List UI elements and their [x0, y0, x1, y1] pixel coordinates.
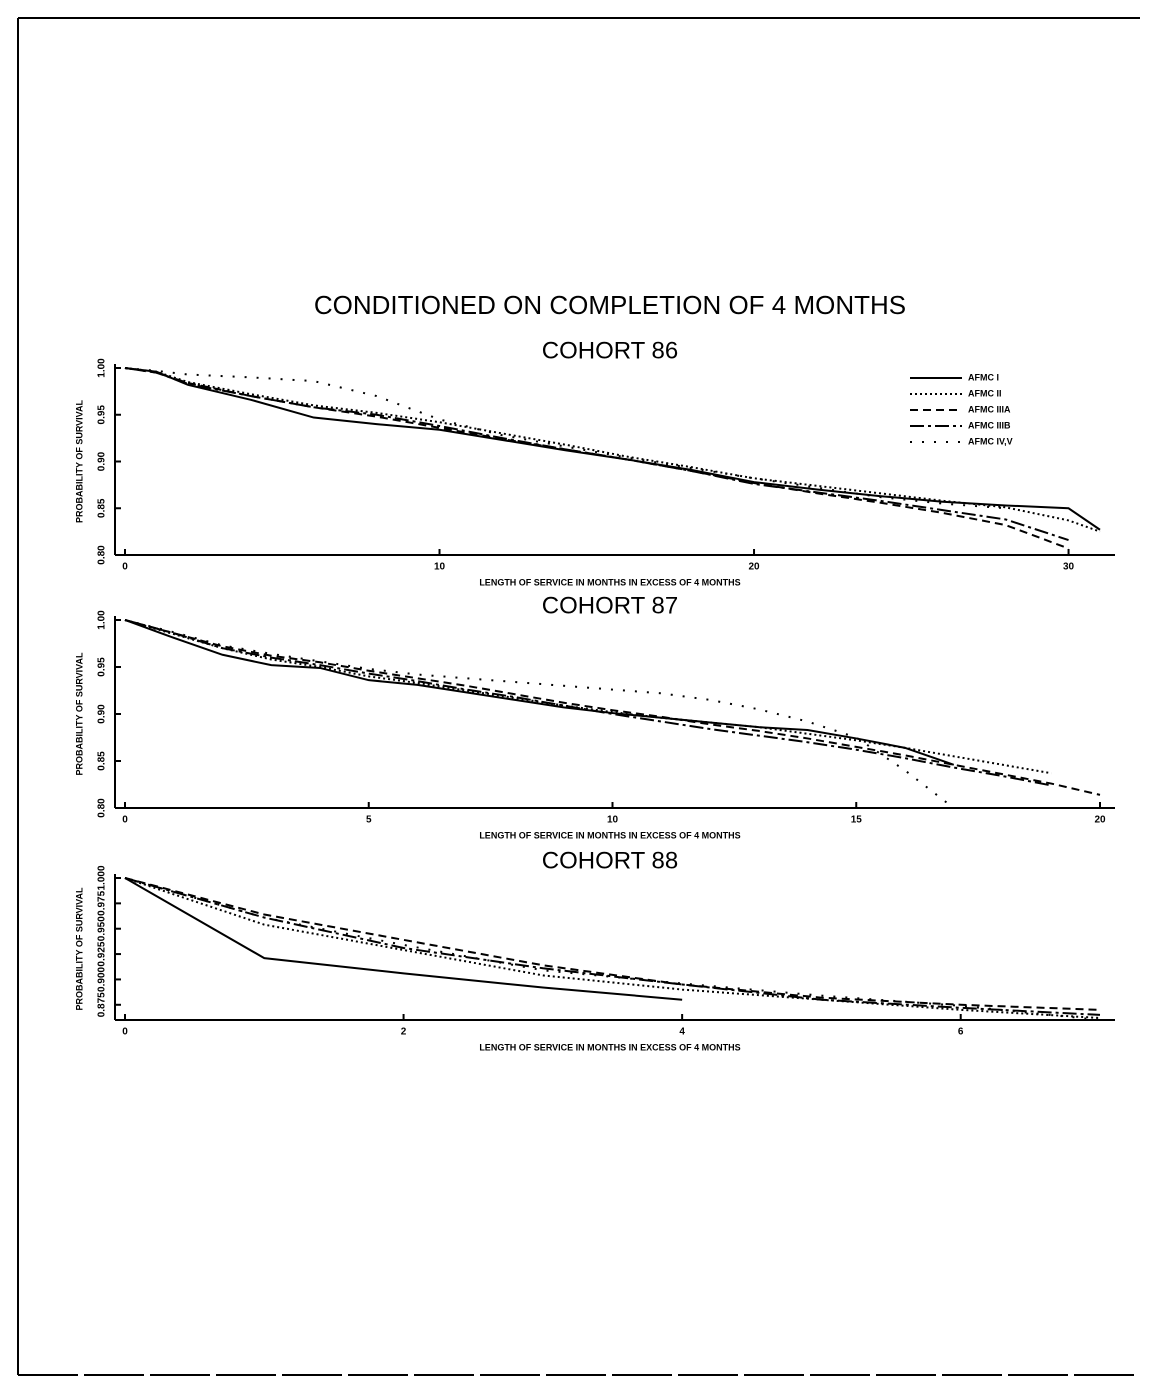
series-line [124, 619, 955, 809]
series-line [124, 877, 1101, 1021]
x-tick-label: 0 [122, 1027, 128, 1038]
y-tick-label: 0.90 [97, 704, 108, 724]
y-tick-label: 0.875 [97, 992, 108, 1017]
series-line [124, 877, 1101, 1019]
series-line [124, 619, 1101, 796]
y-axis-label: PROBABILITY OF SURVIVAL [74, 399, 84, 523]
x-axis-label: LENGTH OF SERVICE IN MONTHS IN EXCESS OF… [479, 1042, 740, 1052]
chart-title: COHORT 88 [542, 847, 679, 874]
series-line [124, 367, 1101, 531]
x-tick-label: 5 [366, 815, 372, 826]
page-title: CONDITIONED ON COMPLETION OF 4 MONTHS [314, 290, 906, 320]
y-tick-label: 0.95 [97, 405, 108, 425]
x-axis-label: LENGTH OF SERVICE IN MONTHS IN EXCESS OF… [479, 830, 740, 840]
x-tick-label: 10 [607, 815, 619, 826]
legend-label: AFMC IIIA [968, 404, 1011, 414]
x-tick-label: 6 [958, 1027, 964, 1038]
legend-label: AFMC II [968, 388, 1002, 398]
x-tick-label: 0 [122, 815, 128, 826]
series-line [124, 619, 955, 766]
x-tick-label: 30 [1063, 562, 1075, 573]
y-tick-label: 1.00 [97, 610, 108, 630]
y-axis-label: PROBABILITY OF SURVIVAL [74, 887, 84, 1011]
series-line [124, 367, 1069, 550]
legend-label: AFMC I [968, 372, 999, 382]
series-line [124, 877, 683, 1001]
chart-title: COHORT 86 [542, 337, 679, 364]
series-line [124, 619, 1052, 787]
x-tick-label: 10 [434, 562, 446, 573]
x-tick-label: 20 [748, 562, 760, 573]
x-tick-label: 4 [679, 1027, 685, 1038]
y-tick-label: 1.00 [97, 358, 108, 378]
y-tick-label: 0.80 [97, 798, 108, 818]
x-axis-label: LENGTH OF SERVICE IN MONTHS IN EXCESS OF… [479, 577, 740, 587]
series-line [124, 367, 1069, 541]
x-tick-label: 15 [851, 815, 863, 826]
y-tick-label: 0.95 [97, 657, 108, 677]
y-tick-label: 0.975 [97, 890, 108, 915]
y-tick-label: 0.900 [97, 966, 108, 991]
y-tick-label: 0.925 [97, 941, 108, 966]
x-tick-label: 2 [401, 1027, 407, 1038]
y-tick-label: 0.85 [97, 498, 108, 518]
legend-label: AFMC IV,V [968, 436, 1013, 446]
chart-title: COHORT 87 [542, 592, 679, 619]
y-tick-label: 1.000 [97, 865, 108, 890]
y-tick-label: 0.85 [97, 751, 108, 771]
x-tick-label: 20 [1094, 815, 1106, 826]
series-line [124, 367, 1006, 510]
y-tick-label: 0.80 [97, 545, 108, 565]
series-line [124, 367, 1101, 533]
x-tick-label: 0 [122, 562, 128, 573]
y-axis-label: PROBABILITY OF SURVIVAL [74, 652, 84, 776]
legend-label: AFMC IIIB [968, 420, 1011, 430]
series-line [124, 877, 1101, 1011]
y-tick-label: 0.950 [97, 916, 108, 941]
y-tick-label: 0.90 [97, 451, 108, 471]
